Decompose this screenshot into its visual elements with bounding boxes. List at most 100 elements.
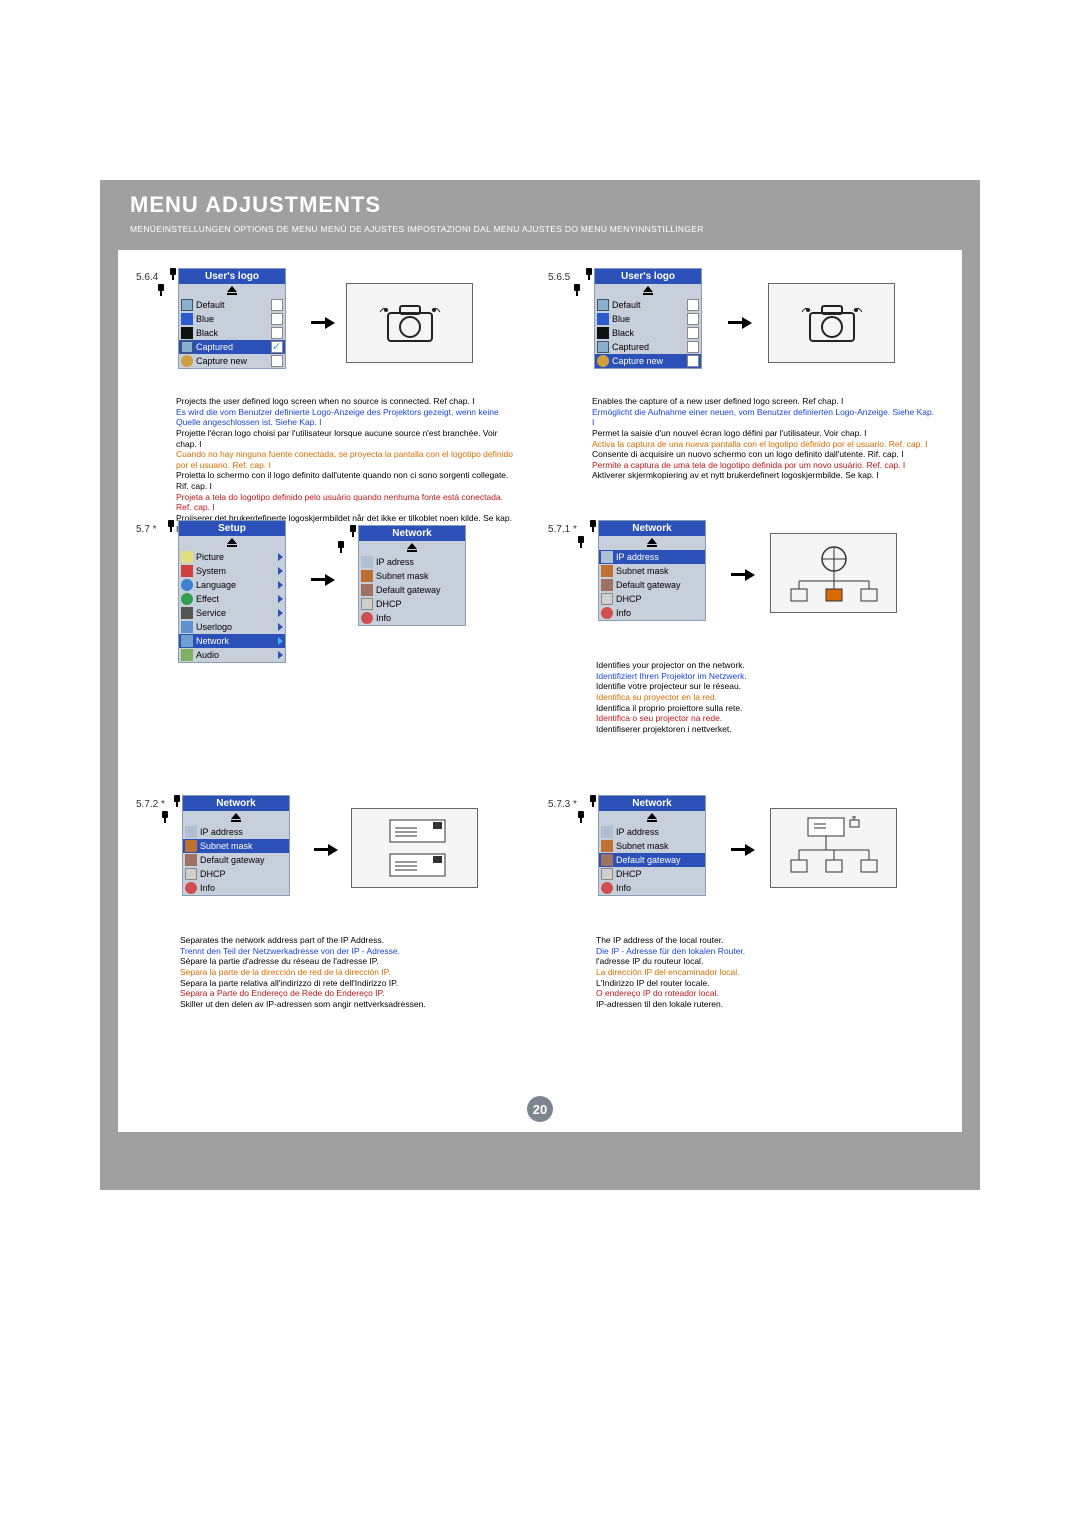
menu-item-label: Subnet mask [376,571,463,581]
menu-title: Network [599,521,705,536]
pin-icon [160,811,170,823]
menu-item-label: IP address [616,552,703,562]
description: The IP address of the local router. Die … [596,935,916,1009]
ic-sys [181,565,193,577]
menu-item: DHCP [599,592,705,606]
menu-item-label: Audio [196,650,278,660]
ic-gw [185,854,197,866]
ic-lang [181,579,193,591]
menu-item-label: Default [612,300,685,310]
ic-ip [185,826,197,838]
sw-blue [597,313,609,325]
checkbox-icon [271,299,283,311]
menu-item: Default gateway [599,578,705,592]
ic-screen [597,341,609,353]
menu-item: Default gateway [183,853,289,867]
menu-item: Language [179,578,285,592]
menu-item: Subnet mask [599,564,705,578]
menu-item-label: DHCP [200,869,287,879]
menu-item-label: IP address [616,827,703,837]
pin-icon [166,520,176,532]
arrow-icon [311,575,337,585]
menu-item: Blue [595,312,701,326]
menu-title: Network [599,796,705,811]
ic-ip [601,826,613,838]
menu-item-label: Black [196,328,269,338]
menu-item: Effect [179,592,285,606]
menu-network: Network IP address Subnet mask Default gat… [598,795,706,896]
menu-item: DHCP [183,867,289,881]
menu-item-label: Default gateway [616,580,703,590]
section-num: 5.7.2 * [136,799,165,810]
pin-icon [588,795,598,807]
menu-item-label: Info [616,608,703,618]
ic-mask [601,565,613,577]
menu-item-label: Info [376,613,463,623]
chevron-right-icon [278,609,283,617]
result-camera-image [346,283,473,363]
menu-item: Black [595,326,701,340]
menu-item-label: Blue [612,314,685,324]
up-arrow-icon [226,538,238,548]
menu-item: Info [599,606,705,620]
section-num: 5.7 * [136,524,157,535]
menu-item-label: System [196,566,278,576]
menu-item-label: Capture new [196,356,269,366]
menu-item: DHCP [599,867,705,881]
ic-screen [597,299,609,311]
menu-item-label: Picture [196,552,278,562]
section-num: 5.6.5 [548,272,570,283]
menu-item: Service [179,606,285,620]
sw-black [181,327,193,339]
ic-dhcp [361,598,373,610]
menu-item-label: DHCP [616,869,703,879]
menu-setup: Setup PictureSystemLanguageEffectService… [178,520,286,663]
checkbox-icon [271,355,283,367]
pin-icon [572,284,582,296]
menu-item-label: Capture new [612,356,685,366]
chevron-right-icon [278,553,283,561]
sw-black [597,327,609,339]
page-frame: MENU ADJUSTMENTS MENÜEINSTELLUNGEN OPTIO… [100,180,980,1190]
menu-item: IP address [599,550,705,564]
pin-icon [576,536,586,548]
ic-reload [597,355,609,367]
ic-info [601,607,613,619]
content-area: 5.6.4 User's logo DefaultBlueBlackCaptur… [118,250,962,1132]
ic-mask [601,840,613,852]
menu-item: System [179,564,285,578]
arrow-icon [728,318,754,328]
ic-dhcp [601,868,613,880]
menu-item-label: Info [616,883,703,893]
menu-item-label: Subnet mask [616,841,703,851]
menu-item: Capture new [595,354,701,368]
menu-title: Network [359,526,465,541]
menu-item-label: Info [200,883,287,893]
chevron-right-icon [278,637,283,645]
ic-reload [181,355,193,367]
menu-item-label: IP address [200,827,287,837]
up-arrow-icon [642,286,654,296]
menu-item-label: Userlogo [196,622,278,632]
menu-item-label: DHCP [616,594,703,604]
up-arrow-icon [646,538,658,548]
menu-item-label: Default gateway [616,855,703,865]
menu-item: Picture [179,550,285,564]
menu-item: IP address [599,825,705,839]
ic-gw [601,854,613,866]
menu-item: IP adress [359,555,465,569]
menu-item: DHCP [359,597,465,611]
checkbox-icon [687,355,699,367]
menu-item: Network [179,634,285,648]
up-arrow-icon [226,286,238,296]
menu-item: Blue [179,312,285,326]
menu-title: User's logo [595,269,701,284]
ic-dhcp [185,868,197,880]
ic-screen [181,341,193,353]
checkbox-icon [687,341,699,353]
section-num: 5.7.1 * [548,524,577,535]
ic-dhcp [601,593,613,605]
chevron-right-icon [278,623,283,631]
menu-item: Audio [179,648,285,662]
pin-icon [156,284,166,296]
